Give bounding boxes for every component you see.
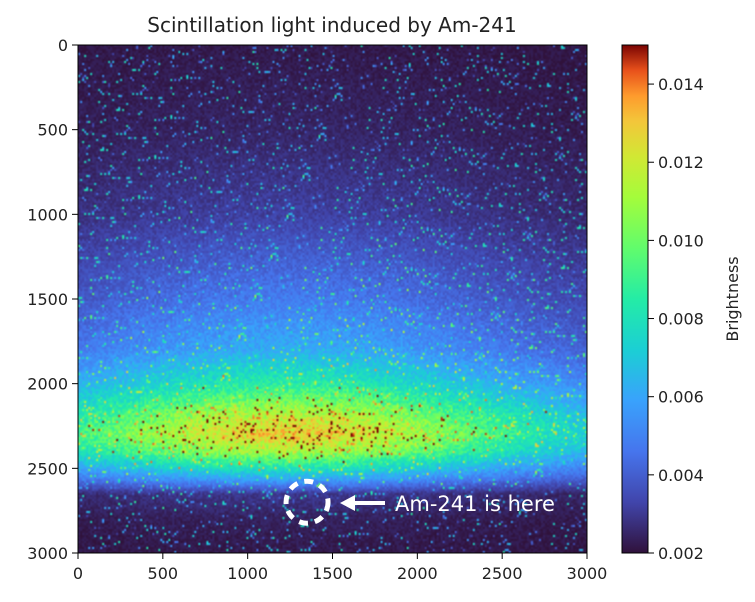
y-tick-label: 2500 [27,459,68,478]
y-axis: 0 500 1000 1500 2000 2500 3000 [27,36,78,563]
colorbar-gradient [621,44,649,554]
colorbar-tick-label: 0.002 [658,544,704,563]
colorbar-tick-label: 0.004 [658,466,704,485]
y-tick-label: 3000 [27,544,68,563]
heatmap-image [78,45,587,553]
y-tick-label: 2000 [27,375,68,394]
colorbar-tick-label: 0.008 [658,310,704,329]
annotation-text: Am-241 is here [395,492,555,516]
y-tick-label: 500 [37,121,68,140]
y-tick-label: 0 [58,36,68,55]
y-tick-label: 1000 [27,205,68,224]
annotation: Am-241 is here [283,478,555,526]
y-tick-label: 1500 [27,290,68,309]
colorbar-tick-label: 0.006 [658,388,704,407]
x-tick-label: 2500 [482,564,523,583]
x-tick-label: 500 [148,564,179,583]
x-tick-label: 1500 [312,564,353,583]
colorbar-tick-label: 0.014 [658,75,704,94]
x-axis: 0 500 1000 1500 2000 2500 3000 [73,553,607,583]
x-tick-label: 0 [73,564,83,583]
colorbar-ticks: 0.002 0.004 0.006 0.008 0.010 0.012 0.014 [648,75,704,563]
x-tick-label: 1000 [227,564,268,583]
colorbar-label: Brightness [723,256,742,341]
annotation-arrow-head [340,495,355,511]
x-tick-label: 2000 [397,564,438,583]
colorbar: 0.002 0.004 0.006 0.008 0.010 0.012 0.014 Brig… [621,44,742,563]
colorbar-tick-label: 0.012 [658,153,704,172]
source-marker-ring [283,478,331,526]
heatmap-area [77,44,588,554]
chart-title: Scintillation light induced by Am-241 [147,13,516,37]
x-tick-label: 3000 [567,564,608,583]
colorbar-tick-label: 0.010 [658,231,704,250]
